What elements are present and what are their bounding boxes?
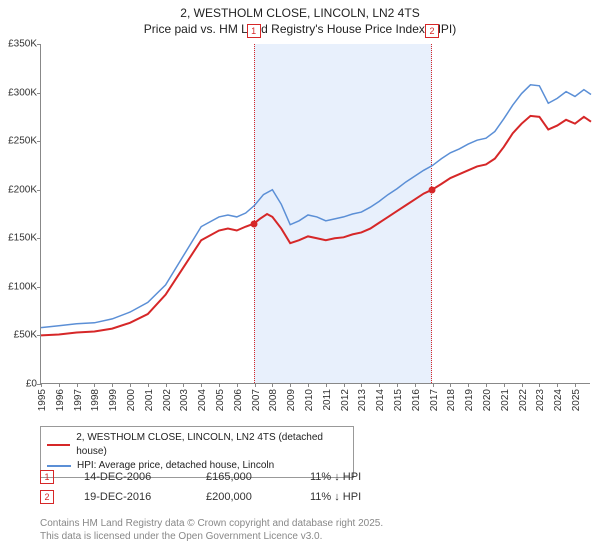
sale-marker-1: 1 xyxy=(40,470,54,484)
x-axis-label: 2017 xyxy=(429,389,440,411)
x-axis-label: 2021 xyxy=(500,389,511,411)
title-line-2: Price paid vs. HM Land Registry's House … xyxy=(0,22,600,38)
sale-price: £200,000 xyxy=(206,491,280,503)
x-axis-label: 2012 xyxy=(340,389,351,411)
x-axis-label: 2006 xyxy=(233,389,244,411)
x-axis-label: 2011 xyxy=(322,389,333,411)
legend-label: 2, WESTHOLM CLOSE, LINCOLN, LN2 4TS (det… xyxy=(76,431,347,459)
plot-area: £0£50K£100K£150K£200K£250K£300K£350K1995… xyxy=(40,44,590,384)
event-marker-1: 1 xyxy=(247,24,261,38)
legend-swatch-red xyxy=(47,444,70,446)
sale-point xyxy=(250,220,257,227)
x-axis-label: 2002 xyxy=(162,389,173,411)
sale-row: 2 19-DEC-2016 £200,000 11% ↓ HPI xyxy=(40,490,390,504)
footer-line-2: This data is licensed under the Open Gov… xyxy=(40,531,383,544)
y-axis-label: £50K xyxy=(14,330,37,341)
x-axis-label: 2014 xyxy=(375,389,386,411)
title-line-1: 2, WESTHOLM CLOSE, LINCOLN, LN2 4TS xyxy=(0,6,600,22)
sale-price: £165,000 xyxy=(206,471,280,483)
series-line-hpi xyxy=(41,85,591,328)
chart-title: 2, WESTHOLM CLOSE, LINCOLN, LN2 4TS Pric… xyxy=(0,0,600,41)
footer-line-1: Contains HM Land Registry data © Crown c… xyxy=(40,518,383,531)
sale-date: 19-DEC-2016 xyxy=(84,491,176,503)
sale-marker-2: 2 xyxy=(40,490,54,504)
y-axis-label: £350K xyxy=(8,39,37,50)
x-axis-label: 1997 xyxy=(73,389,84,411)
sale-date: 14-DEC-2006 xyxy=(84,471,176,483)
y-axis-label: £250K xyxy=(8,136,37,147)
x-axis-label: 2015 xyxy=(393,389,404,411)
y-axis-label: £150K xyxy=(8,233,37,244)
sale-diff: 11% ↓ HPI xyxy=(310,491,390,503)
x-axis-label: 2019 xyxy=(464,389,475,411)
x-axis-label: 2007 xyxy=(251,389,262,411)
sale-events: 1 14-DEC-2006 £165,000 11% ↓ HPI 2 19-DE… xyxy=(40,470,390,510)
sale-diff: 11% ↓ HPI xyxy=(310,471,390,483)
x-axis-label: 2005 xyxy=(215,389,226,411)
chart-container: 2, WESTHOLM CLOSE, LINCOLN, LN2 4TS Pric… xyxy=(0,0,600,560)
sale-row: 1 14-DEC-2006 £165,000 11% ↓ HPI xyxy=(40,470,390,484)
sale-point xyxy=(429,186,436,193)
event-marker-2: 2 xyxy=(425,24,439,38)
x-axis-label: 2016 xyxy=(411,389,422,411)
y-axis-label: £100K xyxy=(8,281,37,292)
y-axis-label: £300K xyxy=(8,87,37,98)
x-axis-label: 2008 xyxy=(268,389,279,411)
x-axis-label: 2009 xyxy=(286,389,297,411)
legend-item-price-paid: 2, WESTHOLM CLOSE, LINCOLN, LN2 4TS (det… xyxy=(47,431,347,459)
x-axis-label: 2024 xyxy=(553,389,564,411)
series-line-price_paid xyxy=(41,116,591,336)
y-axis-label: £200K xyxy=(8,184,37,195)
x-axis-label: 2003 xyxy=(179,389,190,411)
x-axis-label: 2023 xyxy=(535,389,546,411)
x-axis-label: 2020 xyxy=(482,389,493,411)
y-axis-label: £0 xyxy=(26,379,37,390)
x-axis-label: 2001 xyxy=(144,389,155,411)
x-axis-label: 1999 xyxy=(108,389,119,411)
x-axis-label: 2004 xyxy=(197,389,208,411)
x-axis-label: 2013 xyxy=(357,389,368,411)
legend-swatch-blue xyxy=(47,465,71,467)
x-axis-label: 1996 xyxy=(55,389,66,411)
x-axis-label: 1998 xyxy=(90,389,101,411)
x-axis-label: 2000 xyxy=(126,389,137,411)
x-axis-label: 2010 xyxy=(304,389,315,411)
x-axis-label: 1995 xyxy=(37,389,48,411)
x-axis-label: 2022 xyxy=(518,389,529,411)
x-axis-label: 2025 xyxy=(571,389,582,411)
x-axis-label: 2018 xyxy=(446,389,457,411)
footer-attribution: Contains HM Land Registry data © Crown c… xyxy=(40,518,383,543)
line-layer xyxy=(41,44,590,383)
